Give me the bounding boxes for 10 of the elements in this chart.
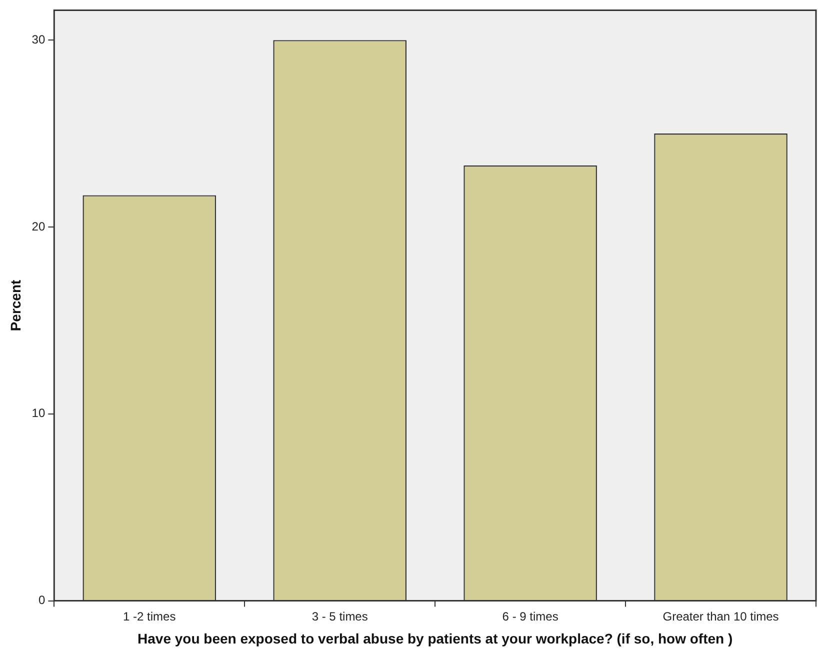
y-tick-label: 20	[32, 219, 46, 234]
y-tick-label: 10	[32, 406, 46, 420]
y-axis-title: Percent	[7, 279, 24, 332]
y-tick-label: 0	[38, 593, 46, 608]
x-tick-label: Greater than 10 times	[662, 609, 779, 624]
x-tick-label: 3 - 5 times	[312, 609, 368, 624]
y-tick-label: 30	[32, 32, 46, 46]
x-tick-label: 6 - 9 times	[502, 609, 558, 624]
x-tick-label: 1 -2 times	[123, 609, 176, 624]
x-axis-title: Have you been exposed to verbal abuse by patients at your workplace? (if so, how often )	[138, 630, 733, 646]
